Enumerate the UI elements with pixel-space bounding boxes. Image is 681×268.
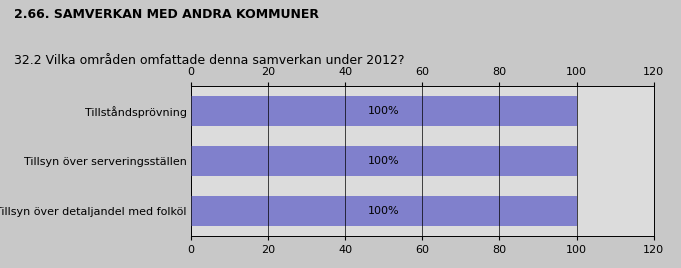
Bar <box>191 196 577 226</box>
Bar <box>191 96 577 126</box>
Bar <box>191 86 654 136</box>
Text: 32.2 Vilka områden omfattade denna samverkan under 2012?: 32.2 Vilka områden omfattade denna samve… <box>14 54 404 67</box>
Text: 100%: 100% <box>368 156 400 166</box>
Bar <box>191 146 577 176</box>
Bar <box>191 96 577 126</box>
Bar <box>191 196 577 226</box>
Bar <box>191 146 577 176</box>
Text: 100%: 100% <box>368 106 400 116</box>
Text: 2.66. SAMVERKAN MED ANDRA KOMMUNER: 2.66. SAMVERKAN MED ANDRA KOMMUNER <box>14 8 319 21</box>
Bar <box>191 136 654 186</box>
Text: 100%: 100% <box>368 206 400 216</box>
Bar <box>191 186 654 236</box>
